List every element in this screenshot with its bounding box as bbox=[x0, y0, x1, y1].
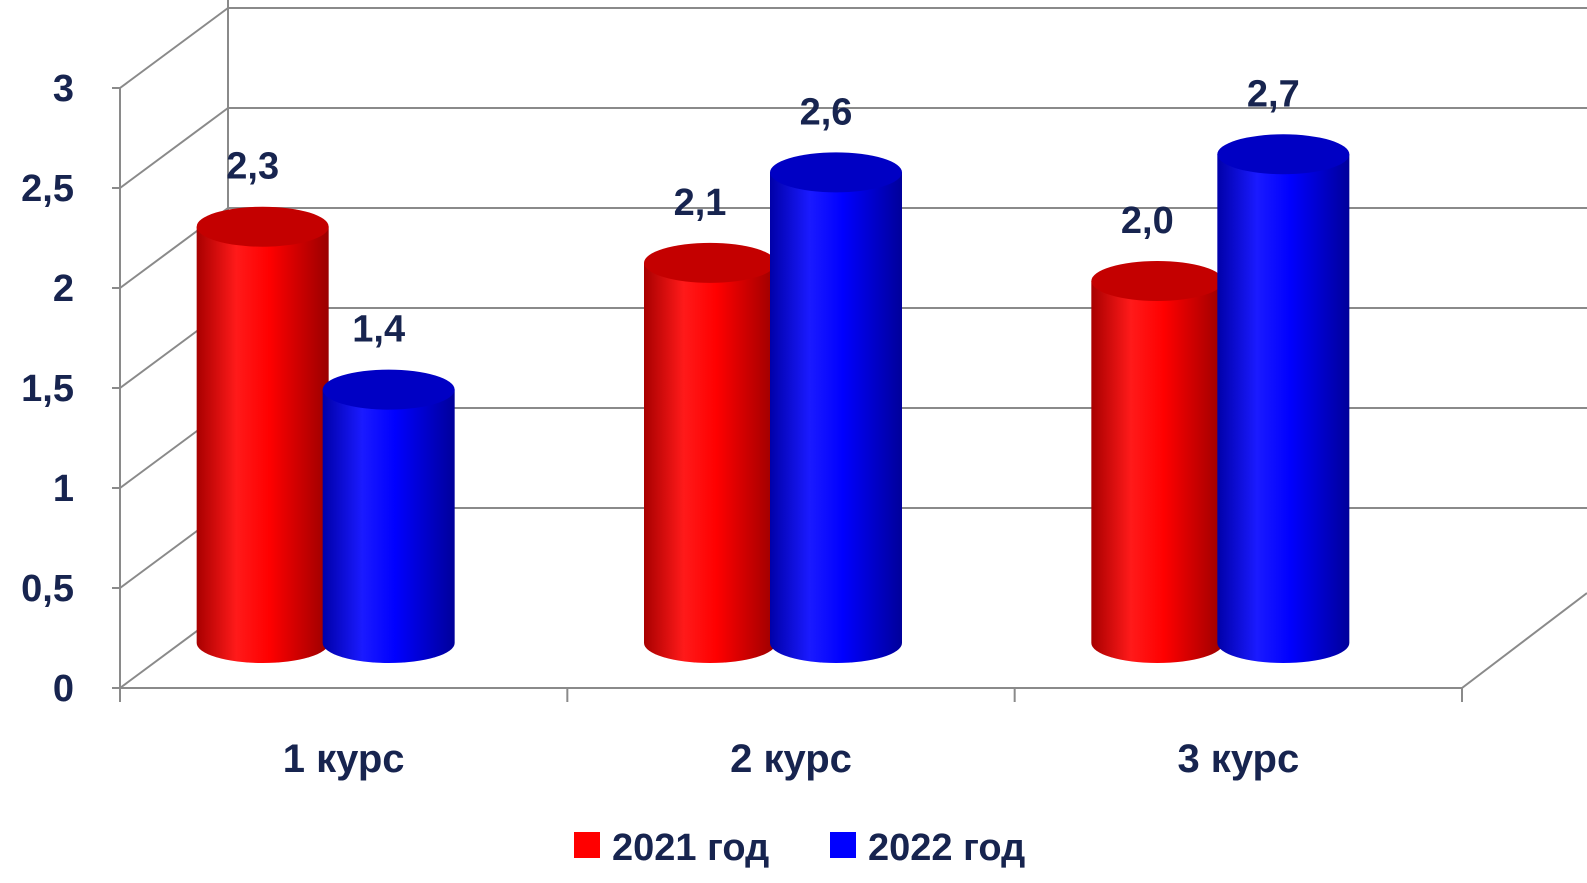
data-label: 2,0 bbox=[1121, 200, 1174, 242]
bar-top bbox=[644, 242, 776, 283]
y-tick-label: 3 bbox=[53, 68, 74, 110]
legend: 2021 год 2022 год bbox=[574, 827, 1025, 869]
legend-item-2022: 2022 год bbox=[830, 827, 1025, 869]
data-label: 2,7 bbox=[1247, 73, 1300, 115]
bar-2021-cat-1 bbox=[196, 206, 329, 663]
y-tick-label: 2 bbox=[53, 268, 74, 310]
bar-top bbox=[770, 152, 902, 193]
bar-body bbox=[196, 226, 329, 663]
y-tick-label: 2,5 bbox=[21, 168, 74, 210]
bar-2022-cat-1 bbox=[322, 369, 455, 663]
legend-item-2021: 2021 год bbox=[574, 827, 769, 869]
grid-diagonal bbox=[119, 7, 229, 89]
bar-body bbox=[322, 389, 455, 663]
bar-2021-cat-3 bbox=[1091, 261, 1224, 663]
grid bbox=[112, 0, 1587, 702]
y-tick-label: 1 bbox=[53, 468, 74, 510]
grid-diagonal bbox=[119, 107, 229, 189]
labels: 0 0,5 1 1,5 2 2,5 3 2,3 1,4 1 курс 2,1 2,6 2 курс 2,0… bbox=[21, 68, 1300, 781]
data-label: 2,1 bbox=[674, 182, 727, 224]
floor-right-edge bbox=[1461, 592, 1587, 689]
bar-body bbox=[644, 262, 776, 663]
bar-top bbox=[1091, 261, 1224, 301]
y-tick-label: 1,5 bbox=[21, 368, 74, 410]
bar-top bbox=[196, 206, 329, 247]
data-label: 1,4 bbox=[352, 309, 405, 351]
bar-top bbox=[322, 369, 455, 410]
data-label: 2,3 bbox=[226, 146, 279, 188]
bar-top bbox=[1217, 134, 1350, 175]
data-label: 2,6 bbox=[800, 91, 853, 133]
bar-body bbox=[770, 172, 902, 663]
bar-body bbox=[1091, 281, 1224, 663]
legend-label: 2021 год bbox=[612, 827, 769, 869]
category-label: 1 курс bbox=[283, 737, 405, 781]
category-label: 3 курс bbox=[1177, 737, 1299, 781]
bar-body bbox=[1217, 154, 1350, 664]
y-tick-label: 0,5 bbox=[21, 568, 74, 610]
bar-2022-cat-2 bbox=[770, 152, 902, 663]
legend-label: 2022 год bbox=[868, 827, 1025, 869]
bars bbox=[196, 134, 1350, 664]
bar-2021-cat-2 bbox=[644, 242, 776, 663]
category-label: 2 курс bbox=[730, 737, 852, 781]
bar-2022-cat-3 bbox=[1217, 134, 1350, 664]
legend-swatch bbox=[574, 832, 600, 858]
y-tick-label: 0 bbox=[53, 668, 74, 710]
legend-swatch bbox=[830, 832, 856, 858]
